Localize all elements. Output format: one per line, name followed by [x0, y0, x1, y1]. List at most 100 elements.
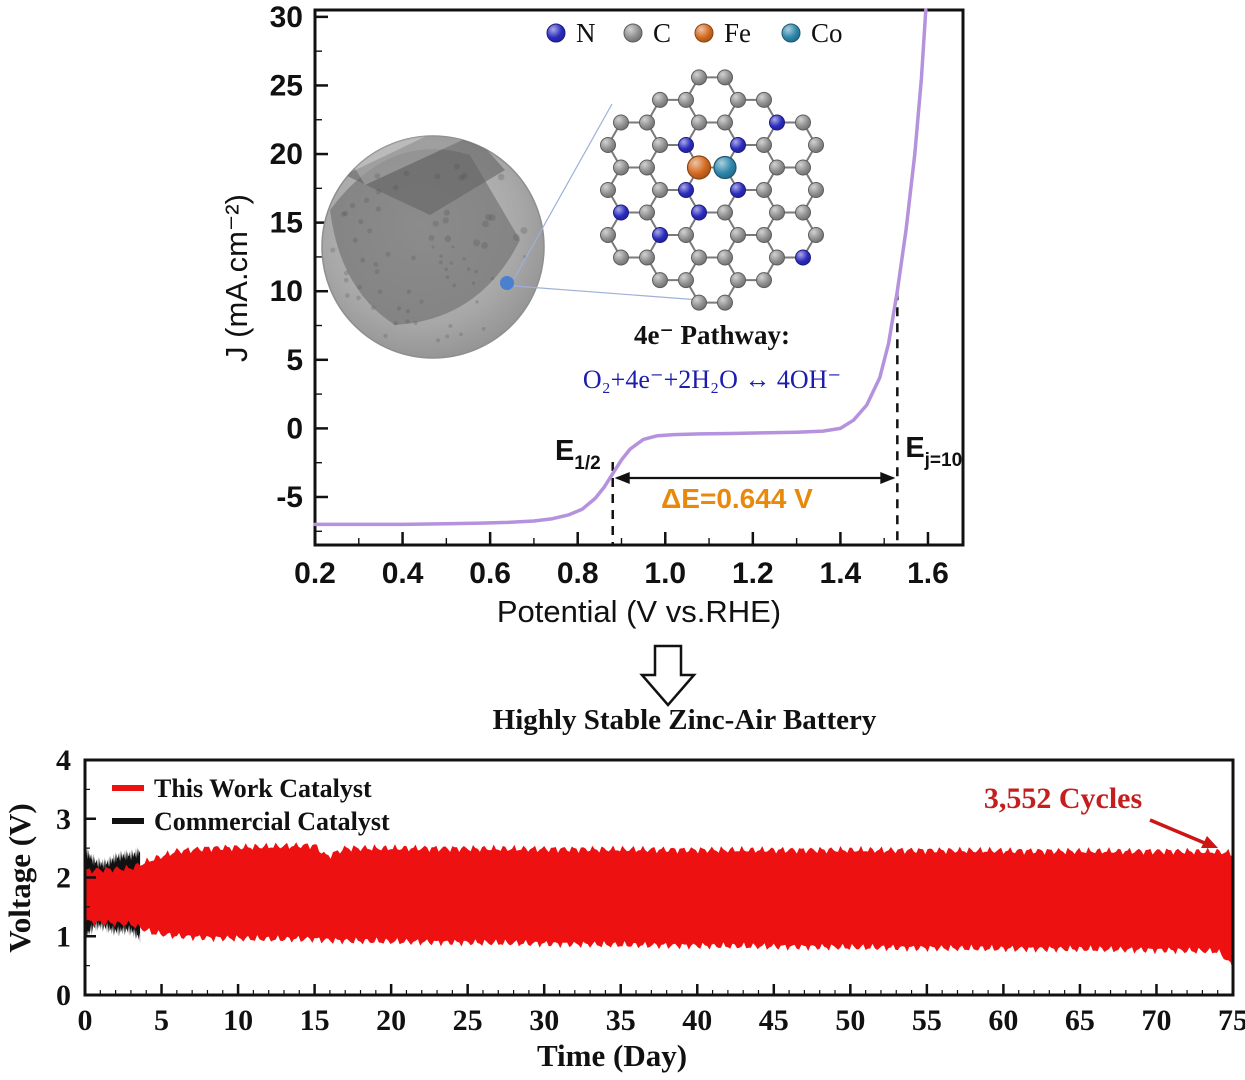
- y-tick-label: -5: [276, 481, 303, 514]
- cycles-arrow-line: [1149, 818, 1208, 846]
- x-tick-label: 5: [154, 1004, 169, 1037]
- legend-dot-co: [781, 23, 801, 43]
- tem-speckle: [370, 305, 376, 311]
- tem-speckle: [473, 239, 481, 247]
- c-atom: [691, 249, 707, 266]
- ej10-base: E: [905, 432, 924, 464]
- tem-speckle: [452, 283, 457, 288]
- x-tick-label: 60: [988, 1004, 1018, 1037]
- tem-speckle: [512, 233, 520, 241]
- c-atom: [600, 137, 616, 153]
- tem-speckle: [363, 197, 370, 203]
- c-atom: [717, 294, 733, 311]
- c-atom: [639, 159, 655, 176]
- tem-speckle: [520, 227, 528, 234]
- tem-speckle: [358, 218, 364, 225]
- y-tick-label: 10: [270, 275, 303, 308]
- legend-dot-c: [623, 23, 643, 43]
- x-tick-label: 70: [1141, 1004, 1171, 1037]
- tem-speckle: [393, 321, 398, 326]
- y-tick-label: 20: [270, 138, 303, 171]
- tem-speckle: [431, 245, 435, 249]
- tem-speckle: [481, 327, 486, 331]
- c-atom: [613, 249, 629, 266]
- c-atom: [678, 272, 694, 289]
- y-tick-label: 0: [286, 412, 303, 445]
- c-atom: [795, 114, 811, 131]
- tem-speckle: [432, 220, 439, 227]
- x-tick-label: 1.4: [820, 557, 862, 590]
- tem-speckle: [375, 188, 382, 195]
- e-half-base: E: [555, 435, 574, 467]
- tem-speckle: [413, 320, 418, 326]
- tem-speckle: [392, 184, 399, 191]
- c-atom: [613, 159, 629, 176]
- tem-speckle: [357, 284, 363, 290]
- legend-dot-n: [546, 23, 566, 43]
- y-tick-label: 2: [56, 862, 71, 895]
- n-atom: [678, 137, 694, 153]
- tem-speckle: [488, 214, 496, 221]
- cycling-plot-area: 0 5 10 15 20 25 30 35 40 45 50 55 60 65 70 75 0 1 2 3 4: [56, 748, 1245, 1037]
- tem-speckle: [373, 261, 379, 267]
- x-tick-label: 0.4: [382, 557, 424, 590]
- c-atom: [678, 227, 694, 243]
- lsv-polarization-chart: 0.2 0.4 0.6 0.8 1.0 1.2 1.4 1.6 -5 0 5 10 15 20 25 30 J…: [219, 1, 965, 629]
- feco-n-c-structure: [600, 69, 824, 311]
- battery-cycling-chart: 0 5 10 15 20 25 30 35 40 45 50 55 60 65 70 75 0 1 2 3 4 Volt…: [2, 748, 1245, 1073]
- tem-speckle: [419, 299, 424, 304]
- tem-highlight: [350, 136, 495, 185]
- pathway-equation: O₂+4e⁻+2H₂O ↔ 4OH⁻: [583, 365, 841, 394]
- x-tick-label: 0: [78, 1004, 93, 1037]
- atom-legend: N C Fe Co: [546, 18, 843, 48]
- tem-ridge: [345, 136, 505, 215]
- x-tick-label: 0.2: [294, 557, 336, 590]
- tem-speckle: [343, 210, 349, 217]
- x-tick-label: 55: [912, 1004, 942, 1037]
- legend-label-co: Co: [811, 18, 843, 48]
- tem-speckle: [385, 251, 391, 257]
- x-tick-label: 1.6: [907, 557, 949, 590]
- c-atom: [769, 249, 785, 266]
- legend-label-fe: Fe: [724, 18, 751, 48]
- down-arrow-shape: [639, 644, 697, 707]
- c-atom: [756, 227, 772, 243]
- c-atom: [613, 114, 629, 131]
- tem-image-inset: [321, 135, 545, 359]
- c-atom: [600, 182, 616, 198]
- c-atom: [652, 137, 668, 153]
- c-atom: [678, 91, 694, 108]
- c-atom: [600, 227, 616, 243]
- n-atom: [730, 137, 746, 153]
- x-tick-label: 40: [682, 1004, 712, 1037]
- x-tick-label: 1.0: [644, 557, 686, 590]
- c-atom: [730, 272, 746, 289]
- tem-speckle: [340, 211, 347, 217]
- tem-speckle: [497, 173, 505, 181]
- tem-speckle: [445, 334, 450, 339]
- tem-speckle: [442, 217, 449, 224]
- c-atom: [808, 227, 824, 243]
- tem-speckle: [448, 324, 453, 328]
- x-tick-label: 0.6: [469, 557, 511, 590]
- tem-site-marker: [500, 276, 514, 290]
- ej10-label: Ej=10: [905, 432, 962, 471]
- tem-speckle: [434, 173, 441, 180]
- legend-label-c: C: [653, 18, 671, 48]
- tem-speckle: [396, 306, 402, 311]
- tem-speckle: [471, 281, 476, 285]
- c-atom: [652, 182, 668, 198]
- x-tick-label: 65: [1065, 1004, 1095, 1037]
- y-tick-label: 0: [56, 979, 71, 1012]
- c-atom: [756, 182, 772, 198]
- tem-speckle: [462, 257, 466, 261]
- potential-axis-label: Potential (V vs.RHE): [497, 594, 781, 629]
- e-half-label: E1/2: [555, 435, 601, 474]
- n-atom: [769, 114, 785, 131]
- tem-texture: [330, 136, 528, 343]
- x-tick-label: 20: [376, 1004, 406, 1037]
- c-atom: [795, 204, 811, 221]
- tem-speckle: [444, 235, 452, 243]
- tem-speckle: [453, 163, 461, 170]
